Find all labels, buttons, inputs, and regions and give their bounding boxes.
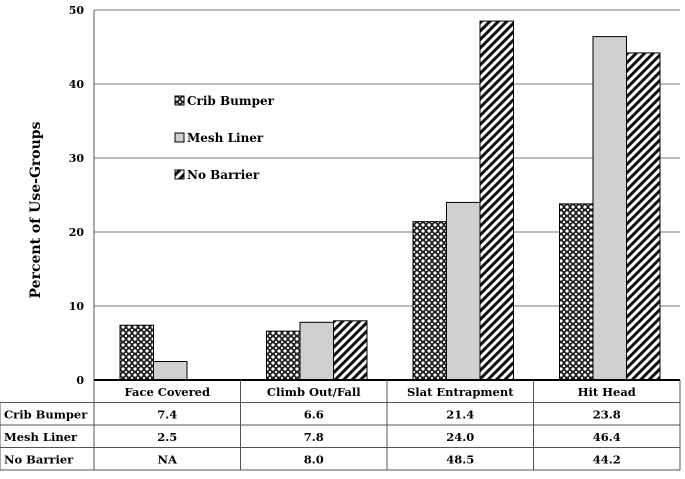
table-cell: 6.6 xyxy=(304,408,324,422)
y-tick-label: 30 xyxy=(69,152,85,165)
bar-no-barrier xyxy=(333,320,368,381)
table-row-header: No Barrier xyxy=(4,453,74,467)
y-tick-label: 10 xyxy=(69,300,85,313)
bar-no-barrier xyxy=(626,52,661,381)
table-cell: 46.4 xyxy=(593,430,621,444)
table-row-header: Mesh Liner xyxy=(4,430,78,444)
bar-crib-bumper xyxy=(266,330,301,381)
y-tick-label: 40 xyxy=(69,78,85,91)
y-tick-label: 20 xyxy=(69,226,85,239)
bar-mesh-liner xyxy=(299,321,334,381)
table-cell: 2.5 xyxy=(157,430,177,444)
bar-crib-bumper xyxy=(119,324,154,381)
table-cell: 7.8 xyxy=(304,430,324,444)
bar-crib-bumper xyxy=(559,203,594,381)
legend-swatch xyxy=(174,169,185,180)
x-tick-label: Hit Head xyxy=(578,385,636,399)
bar-mesh-liner xyxy=(446,201,481,381)
x-tick-label: Face Covered xyxy=(124,385,210,399)
x-tick-label: Slat Entrapment xyxy=(407,385,514,399)
x-tick-label: Climb Out/Fall xyxy=(267,385,361,399)
bar-no-barrier xyxy=(479,20,514,381)
table-cell: NA xyxy=(158,453,179,467)
table-cell: 8.0 xyxy=(304,453,324,467)
table-cell: 24.0 xyxy=(446,430,474,444)
table-cell: 23.8 xyxy=(593,408,621,422)
legend-label: No Barrier xyxy=(187,168,260,182)
y-tick-label: 50 xyxy=(69,4,85,17)
bar-mesh-liner xyxy=(153,361,188,381)
y-tick-label: 0 xyxy=(76,374,84,387)
bar-mesh-liner xyxy=(592,36,627,381)
legend-swatch xyxy=(174,95,185,106)
table-cell: 21.4 xyxy=(446,408,474,422)
legend-label: Mesh Liner xyxy=(187,131,264,145)
legend-swatch xyxy=(174,132,185,143)
table-cell: 48.5 xyxy=(446,453,474,467)
legend-label: Crib Bumper xyxy=(187,94,275,108)
y-axis-label: Percent of Use-Groups xyxy=(28,121,44,298)
table-cell: 44.2 xyxy=(593,453,621,467)
bar-crib-bumper xyxy=(412,221,447,381)
table-cell: 7.4 xyxy=(157,408,177,422)
table-row-header: Crib Bumper xyxy=(4,408,88,422)
